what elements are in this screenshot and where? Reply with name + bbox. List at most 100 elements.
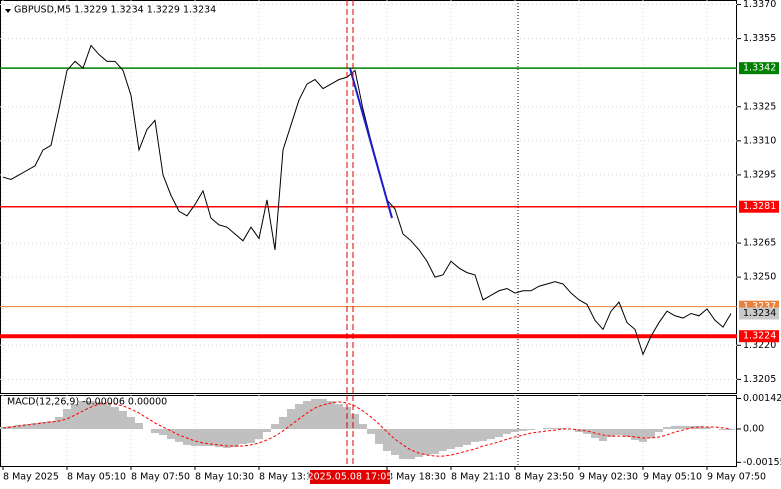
- level-label-box: [739, 62, 779, 75]
- macd-bar: [551, 427, 559, 429]
- macd-bar: [495, 428, 503, 437]
- x-tick-label: 8 May 2025: [3, 472, 59, 483]
- macd-bar: [63, 408, 71, 429]
- x-tick-label: 8 May 10:30: [195, 472, 254, 483]
- macd-bar: [151, 428, 159, 434]
- macd-bar: [215, 428, 223, 448]
- level-label: 1.3281: [743, 201, 776, 212]
- macd-bar: [159, 428, 167, 436]
- macd-bar: [31, 422, 39, 429]
- macd-bar: [111, 407, 119, 429]
- macd-bar: [695, 425, 703, 429]
- macd-bar: [607, 428, 615, 437]
- macd-bar: [679, 425, 687, 429]
- macd-label: MACD(12,26,9) -0.00006 0.00000: [7, 397, 167, 408]
- macd-bar: [23, 424, 31, 429]
- cursor-label-box: [310, 470, 390, 484]
- macd-bar: [647, 428, 655, 439]
- macd-bar: [119, 410, 127, 429]
- macd-bar: [447, 428, 455, 450]
- macd-y-tick-label: 0.00142: [743, 393, 781, 404]
- trend-line: [349, 67, 393, 219]
- macd-bar: [199, 428, 207, 446]
- x-tick-label: 8 May 05:10: [67, 472, 126, 483]
- macd-bar: [359, 424, 367, 429]
- macd-bar: [407, 428, 415, 460]
- level-label-box: [739, 330, 779, 343]
- macd-y-tick-label: -0.00155: [743, 457, 781, 468]
- macd-y-tick-label: 0.00: [743, 423, 764, 434]
- x-tick-label: 9 May 05:10: [643, 472, 702, 483]
- macd-bar: [287, 408, 295, 429]
- macd-bar: [127, 416, 135, 429]
- macd-bar: [367, 428, 375, 434]
- y-tick-label: 1.3310: [743, 135, 776, 146]
- macd-bar: [511, 428, 519, 433]
- macd-bar: [351, 413, 359, 429]
- macd-bar: [655, 428, 663, 433]
- y-tick-label: 1.3325: [743, 101, 776, 112]
- macd-bar: [423, 428, 431, 456]
- macd-bar: [503, 428, 511, 434]
- macd-bar: [703, 427, 711, 429]
- level-label: 1.3342: [743, 63, 776, 74]
- macd-bar: [79, 401, 87, 429]
- macd-bar: [47, 421, 55, 429]
- macd-bar: [671, 425, 679, 429]
- macd-bar: [319, 398, 327, 429]
- macd-bar: [311, 398, 319, 429]
- macd-bar: [7, 425, 15, 429]
- macd-bar: [103, 404, 111, 429]
- macd-bar: [279, 416, 287, 429]
- macd-bar: [207, 428, 215, 446]
- level-label: 1.3237: [743, 301, 776, 312]
- macd-bar: [191, 428, 199, 446]
- macd-bar: [479, 428, 487, 442]
- macd-bar: [95, 401, 103, 429]
- macd-bar: [303, 401, 311, 429]
- macd-bar: [623, 428, 631, 437]
- macd-bar: [39, 421, 47, 429]
- macd-bar: [639, 428, 647, 442]
- macd-bar: [559, 427, 567, 429]
- macd-bar: [271, 424, 279, 429]
- macd-bar: [335, 404, 343, 429]
- level-label-box: [739, 200, 779, 213]
- macd-bar: [727, 428, 735, 431]
- macd-bar: [263, 428, 271, 433]
- macd-bar: [543, 427, 551, 429]
- main-pane: [0, 0, 737, 394]
- title-icon: [5, 9, 11, 13]
- macd-bar: [375, 428, 383, 445]
- y-tick-label: 1.3250: [743, 272, 776, 283]
- macd-bar: [167, 428, 175, 440]
- last-price-label: 1.3234: [743, 308, 776, 319]
- macd-bar: [55, 416, 63, 429]
- macd-bar: [223, 428, 231, 448]
- macd-bar: [431, 428, 439, 454]
- macd-bar: [255, 428, 263, 440]
- macd-bar: [719, 428, 727, 431]
- macd-bar: [415, 428, 423, 457]
- y-tick-label: 1.3370: [743, 0, 776, 10]
- x-tick-label: 8 May 23:50: [515, 472, 574, 483]
- cursor-label: 2025.05.08 17:05: [308, 472, 393, 483]
- macd-bar: [487, 428, 495, 440]
- chart-title: GBPUSD,M5 1.3229 1.3234 1.3229 1.3234: [14, 5, 216, 16]
- x-tick-label: 8 May 13:10: [259, 472, 318, 483]
- macd-bar: [615, 428, 623, 436]
- macd-bar: [631, 428, 639, 440]
- x-tick-label: 8 May 07:50: [131, 472, 190, 483]
- macd-bar: [463, 428, 471, 445]
- macd-bar: [455, 428, 463, 448]
- y-tick-label: 1.3265: [743, 238, 776, 249]
- macd-bar: [87, 401, 95, 429]
- last-price-box: [739, 307, 779, 320]
- macd-bar: [239, 428, 247, 445]
- macd-bar: [231, 428, 239, 448]
- macd-bar: [135, 422, 143, 429]
- macd-bar: [471, 428, 479, 442]
- macd-bar: [391, 428, 399, 456]
- macd-pane: [0, 395, 737, 467]
- macd-bar: [247, 428, 255, 443]
